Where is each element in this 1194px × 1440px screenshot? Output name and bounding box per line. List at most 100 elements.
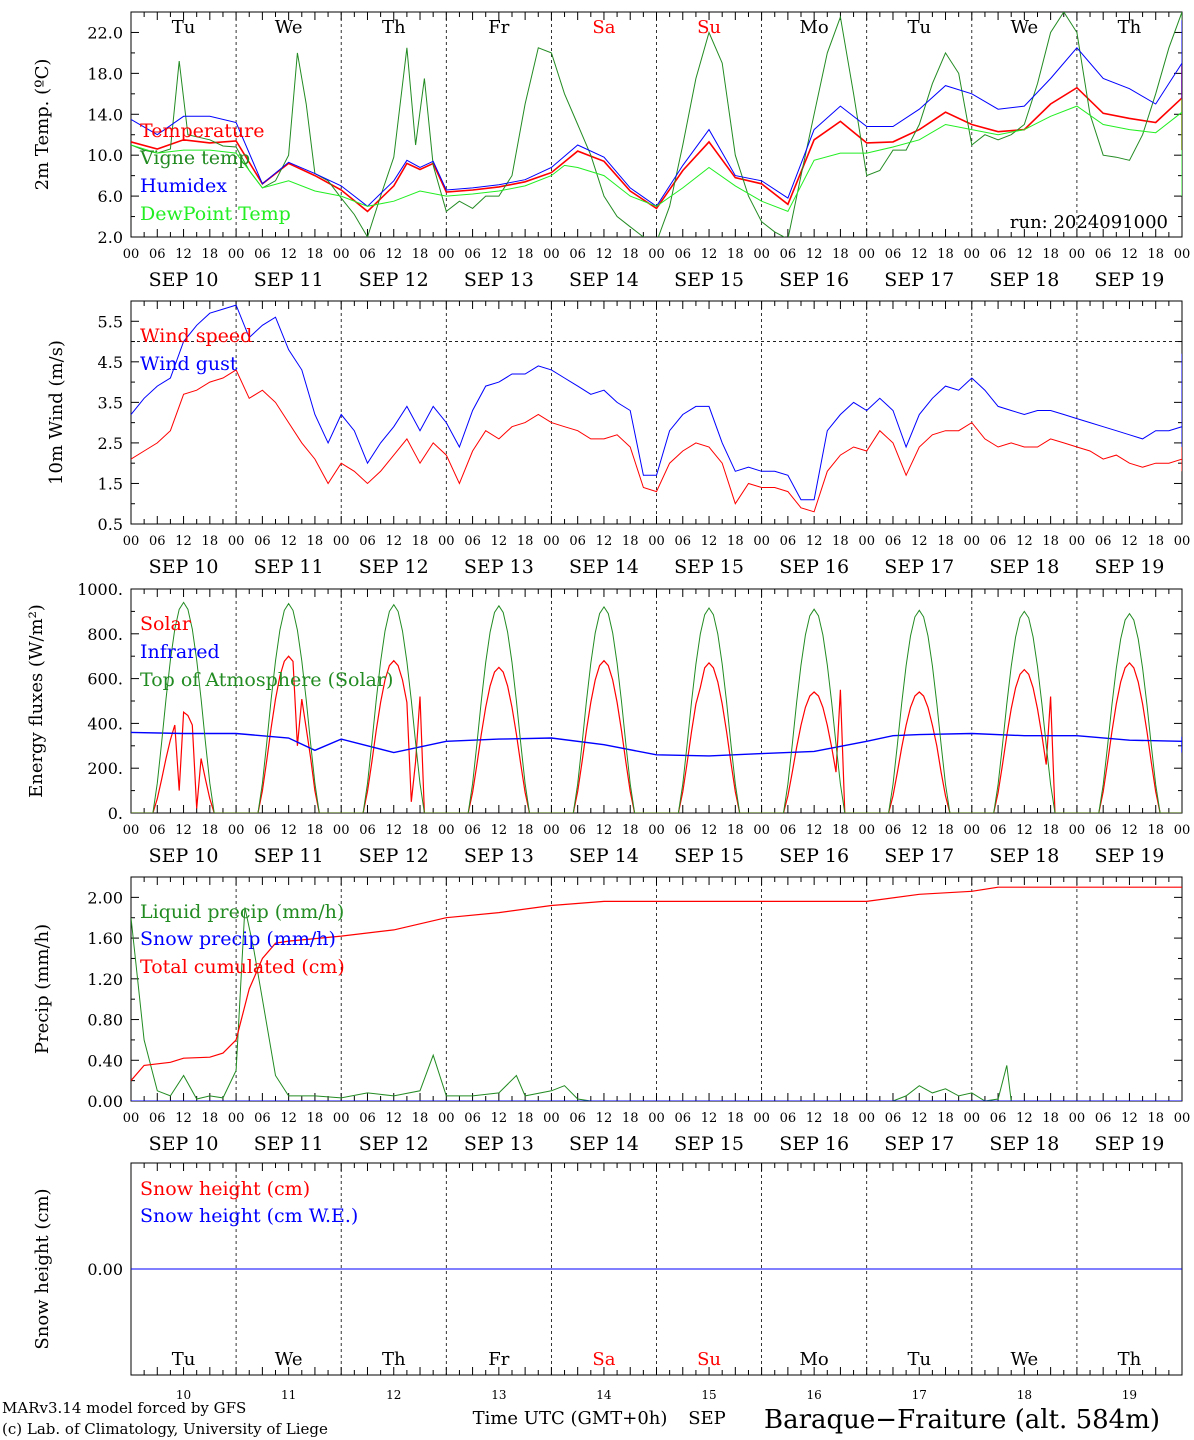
hour-tick-label: 18	[517, 1111, 534, 1126]
hour-tick-label: 00	[1174, 247, 1191, 262]
hour-tick-label: 12	[1121, 247, 1138, 262]
date-label: SEP 17	[884, 269, 954, 291]
hour-tick-label: 18	[622, 1111, 639, 1126]
legend-entry: Snow height (cm)	[140, 1178, 310, 1200]
hour-tick-label: 18	[517, 534, 534, 549]
hour-tick-label: 00	[228, 247, 245, 262]
hour-tick-label: 12	[911, 534, 928, 549]
date-label: SEP 14	[569, 269, 639, 291]
hour-tick-label: 18	[1147, 247, 1164, 262]
hour-tick-label: 12	[175, 534, 192, 549]
legend-entry: Solar	[140, 613, 192, 635]
hour-tick-label: 00	[858, 247, 875, 262]
hour-tick-label: 00	[648, 247, 665, 262]
y-tick-label: 800.	[87, 625, 123, 644]
hour-tick-label: 12	[701, 823, 718, 838]
hour-tick-label: 12	[1016, 1111, 1033, 1126]
hour-tick-label: 18	[622, 823, 639, 838]
month-label: SEP	[688, 1408, 726, 1429]
date-label: SEP 15	[674, 845, 744, 867]
date-label: SEP 19	[1095, 556, 1165, 578]
hour-tick-label: 18	[937, 1111, 954, 1126]
hour-tick-label: 18	[202, 823, 219, 838]
y-tick-label: 0.00	[87, 1092, 123, 1111]
legend-entry: DewPoint Temp	[140, 203, 291, 225]
hour-tick-label: 06	[254, 823, 271, 838]
station-title: Baraque−Fraiture (alt. 584m)	[764, 1405, 1160, 1435]
hour-tick-label: 00	[123, 823, 140, 838]
day-number: 19	[1122, 1388, 1137, 1402]
date-label: SEP 15	[674, 1133, 744, 1155]
hour-tick-label: 06	[990, 247, 1007, 262]
hour-tick-label: 18	[517, 823, 534, 838]
hour-tick-label: 18	[1042, 534, 1059, 549]
day-abbrev: Su	[697, 17, 721, 38]
run-annotation: run: 2024091000	[1010, 212, 1168, 233]
hour-tick-label: 00	[648, 534, 665, 549]
y-tick-label: 600.	[87, 670, 123, 689]
hour-tick-label: 12	[596, 534, 613, 549]
legend-entry: Snow precip (mm/h)	[140, 928, 336, 950]
hour-tick-label: 00	[123, 534, 140, 549]
hour-tick-label: 18	[937, 534, 954, 549]
hour-tick-label: 12	[385, 1111, 402, 1126]
hour-tick-label: 12	[280, 534, 297, 549]
hour-tick-label: 12	[175, 247, 192, 262]
hour-tick-label: 18	[202, 534, 219, 549]
hour-tick-label: 18	[412, 534, 429, 549]
hour-tick-label: 12	[491, 247, 508, 262]
y-tick-label: 2.00	[87, 888, 123, 907]
model-credit: MARv3.14 model forced by GFS	[2, 1399, 246, 1417]
hour-tick-label: 06	[780, 823, 797, 838]
date-label: SEP 19	[1095, 269, 1165, 291]
date-label: SEP 14	[569, 1133, 639, 1155]
hour-tick-label: 06	[990, 823, 1007, 838]
hour-tick-label: 18	[832, 1111, 849, 1126]
day-number: 11	[281, 1388, 296, 1402]
day-abbrev: Sa	[592, 17, 615, 38]
hour-tick-label: 06	[885, 823, 902, 838]
hour-tick-label: 06	[464, 823, 481, 838]
hour-tick-label: 18	[832, 534, 849, 549]
day-number: 17	[912, 1388, 927, 1402]
legend-entry: Infrared	[140, 641, 220, 663]
day-abbrev: We	[275, 17, 303, 38]
date-label: SEP 12	[359, 269, 429, 291]
hour-tick-label: 18	[1042, 1111, 1059, 1126]
hour-tick-label: 06	[149, 247, 166, 262]
hour-tick-label: 06	[569, 823, 586, 838]
date-label: SEP 14	[569, 556, 639, 578]
date-label: SEP 13	[464, 845, 534, 867]
hour-tick-label: 18	[832, 823, 849, 838]
y-tick-label: 1.20	[87, 970, 123, 989]
hour-tick-label: 00	[123, 1111, 140, 1126]
lab-credit: (c) Lab. of Climatology, University of L…	[2, 1420, 328, 1438]
hour-tick-label: 00	[333, 534, 350, 549]
hour-tick-label: 12	[1016, 247, 1033, 262]
hour-tick-label: 00	[228, 823, 245, 838]
hour-tick-label: 00	[753, 1111, 770, 1126]
hour-tick-label: 18	[202, 247, 219, 262]
hour-tick-label: 12	[491, 1111, 508, 1126]
hour-tick-label: 00	[858, 534, 875, 549]
day-abbrev: Tu	[172, 17, 196, 38]
date-label: SEP 14	[569, 845, 639, 867]
date-label: SEP 16	[779, 845, 849, 867]
day-abbrev: Mo	[800, 1349, 829, 1370]
date-label: SEP 18	[989, 1133, 1059, 1155]
date-label: SEP 17	[884, 556, 954, 578]
hour-tick-label: 12	[1121, 534, 1138, 549]
day-abbrev: Th	[1118, 17, 1142, 38]
hour-tick-label: 00	[543, 1111, 560, 1126]
hour-tick-label: 06	[149, 534, 166, 549]
date-label: SEP 18	[989, 845, 1059, 867]
date-label: SEP 11	[254, 269, 324, 291]
day-abbrev: Th	[1118, 1349, 1142, 1370]
day-number: 18	[1017, 1388, 1032, 1402]
hour-tick-label: 00	[753, 823, 770, 838]
date-label: SEP 10	[149, 1133, 219, 1155]
hour-tick-label: 06	[254, 534, 271, 549]
hour-tick-label: 12	[175, 1111, 192, 1126]
day-abbrev: Tu	[172, 1349, 196, 1370]
hour-tick-label: 18	[832, 247, 849, 262]
